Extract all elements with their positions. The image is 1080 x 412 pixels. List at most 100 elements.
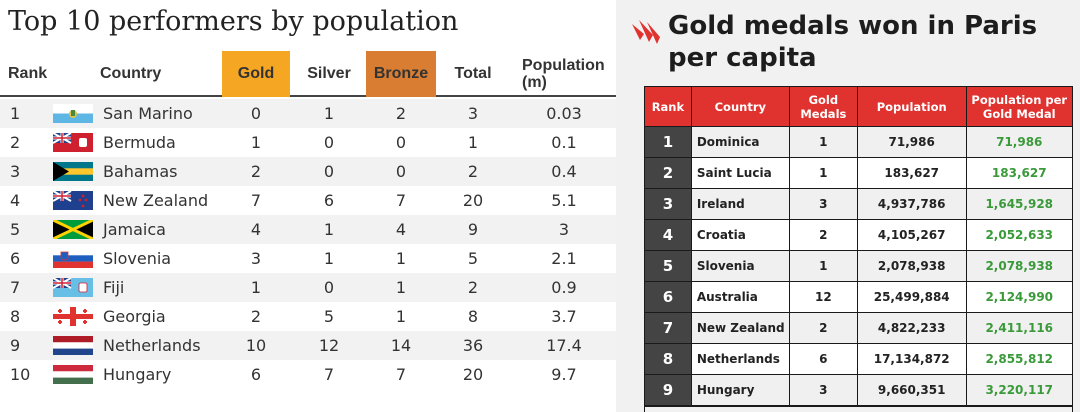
per-medal-cell: 3,220,117 <box>965 374 1073 406</box>
gold-cell: 1 <box>788 250 858 282</box>
gold-cell: 3 <box>250 249 262 268</box>
silver-cell: 6 <box>323 191 335 210</box>
country-cell: Hungary <box>103 365 172 384</box>
rank-cell: 3 <box>10 162 21 181</box>
table-row: 2 Bermuda 1 0 0 1 0.1 <box>0 128 616 157</box>
total-cell: 3 <box>467 104 479 123</box>
population-cell: 4,105,267 <box>856 219 967 251</box>
table-row: 4 Croatia 2 4,105,267 2,052,633 <box>644 219 1073 251</box>
header-population-line2: (m) <box>522 74 547 91</box>
header-population-line1: Population <box>522 57 605 74</box>
rank-cell: 1 <box>644 126 692 158</box>
table-row: 1 Dominica 1 71,986 71,986 <box>644 126 1073 158</box>
population-cell: 4,937,786 <box>856 188 967 220</box>
table-row: 9 Hungary 3 9,660,351 3,220,117 <box>644 374 1073 406</box>
table-row: 8 Netherlands 6 17,134,872 2,855,812 <box>644 343 1073 375</box>
per-medal-cell: 183,627 <box>965 157 1073 189</box>
per-medal-cell: 2,124,990 <box>965 281 1073 313</box>
bronze-cell: 14 <box>390 336 412 355</box>
population-cell: 5.1 <box>551 191 577 210</box>
header-total: Total <box>454 65 492 82</box>
country-cell: Saint Lucia <box>690 157 790 189</box>
sbs-logo-icon <box>630 18 660 54</box>
gold-cell: 7 <box>250 191 262 210</box>
per-capita-panel: Gold medals won in Paris per capita Rank… <box>616 0 1080 412</box>
gold-cell: 1 <box>788 157 858 189</box>
country-cell: Slovenia <box>103 249 172 268</box>
silver-cell: 0 <box>323 162 335 181</box>
population-cell: 0.03 <box>546 104 582 123</box>
performers-table-body: 1 San Marino 0 1 2 3 0.03 2 Bermuda 1 0 … <box>0 99 616 389</box>
header-population: Population (m) <box>522 51 616 97</box>
georgia-flag-icon <box>53 307 93 326</box>
header-country: Country <box>100 65 162 82</box>
bronze-cell: 7 <box>395 365 407 384</box>
country-cell: Jamaica <box>103 220 166 239</box>
population-cell: 17,134,872 <box>856 343 967 375</box>
header-gold-medals: Gold Medals <box>788 86 858 127</box>
rank-cell: 2 <box>644 157 692 189</box>
rank-cell: 5 <box>644 250 692 282</box>
rank-cell: 3 <box>644 188 692 220</box>
header-gold-line1: Gold <box>808 92 839 107</box>
country-cell: Slovenia <box>690 250 790 282</box>
bronze-cell: 1 <box>395 307 407 326</box>
per-medal-cell: 71,986 <box>965 126 1073 158</box>
slovenia-flag-icon <box>53 249 93 268</box>
bermuda-flag-icon <box>53 133 93 152</box>
rank-cell: 2 <box>10 133 21 152</box>
rank-cell: 6 <box>10 249 21 268</box>
country-cell: San Marino <box>103 104 193 123</box>
header-rank: Rank <box>8 65 48 82</box>
table-header: Rank Country Gold Silver Bronze Total Po… <box>0 51 616 97</box>
country-cell: Bermuda <box>103 133 176 152</box>
panel-title-line2: per capita <box>668 43 817 73</box>
table-row: 7 Fiji 1 0 1 2 0.9 <box>0 273 616 302</box>
population-cell: 9.7 <box>551 365 577 384</box>
table-row: 8 Georgia 2 5 1 8 3.7 <box>0 302 616 331</box>
header-country: Country <box>690 86 790 127</box>
total-cell: 1 <box>467 133 479 152</box>
rank-cell: 7 <box>644 312 692 344</box>
header-rank: Rank <box>644 86 692 127</box>
header-per-medal-line2: Gold Medal <box>982 106 1056 121</box>
bahamas-flag-icon <box>53 162 93 181</box>
table-row: 6 Slovenia 3 1 1 5 2.1 <box>0 244 616 273</box>
country-cell: Croatia <box>690 219 790 251</box>
bronze-cell: 4 <box>395 220 407 239</box>
silver-cell: 12 <box>318 336 340 355</box>
silver-cell: 0 <box>323 278 335 297</box>
population-performers-panel: Top 10 performers by population Rank Cou… <box>0 6 616 389</box>
rank-cell: 4 <box>644 219 692 251</box>
rank-cell: 9 <box>644 374 692 406</box>
silver-cell: 7 <box>323 365 335 384</box>
gold-cell: 4 <box>250 220 262 239</box>
population-cell: 0.1 <box>551 133 577 152</box>
population-cell: 2.1 <box>551 249 577 268</box>
population-cell: 4,822,233 <box>856 312 967 344</box>
silver-cell: 1 <box>323 249 335 268</box>
total-cell: 20 <box>462 191 484 210</box>
per-medal-cell: 2,411,116 <box>965 312 1073 344</box>
per-capita-table: Rank Country Gold Medals Population Popu… <box>644 86 1073 406</box>
population-cell: 0.4 <box>551 162 577 181</box>
total-cell: 9 <box>467 220 479 239</box>
header-silver: Silver <box>307 65 351 82</box>
table-row: 3 Bahamas 2 0 0 2 0.4 <box>0 157 616 186</box>
header-gold: Gold <box>222 51 290 97</box>
header-per-medal-line1: Population per <box>971 92 1068 107</box>
rank-cell: 4 <box>10 191 21 210</box>
table-row: 2 Saint Lucia 1 183,627 183,627 <box>644 157 1073 189</box>
bronze-cell: 0 <box>395 133 407 152</box>
rank-cell: 5 <box>10 220 21 239</box>
gold-cell: 12 <box>788 281 858 313</box>
rank-cell: 8 <box>644 343 692 375</box>
total-cell: 2 <box>467 162 479 181</box>
country-cell: Australia <box>690 281 790 313</box>
country-cell: Netherlands <box>690 343 790 375</box>
table-row: 5 Jamaica 4 1 4 9 3 <box>0 215 616 244</box>
country-cell: Bahamas <box>103 162 178 181</box>
table-row: 4 New Zealand 7 6 7 20 5.1 <box>0 186 616 215</box>
new-zealand-flag-icon <box>53 191 93 210</box>
fiji-flag-icon <box>53 278 93 297</box>
